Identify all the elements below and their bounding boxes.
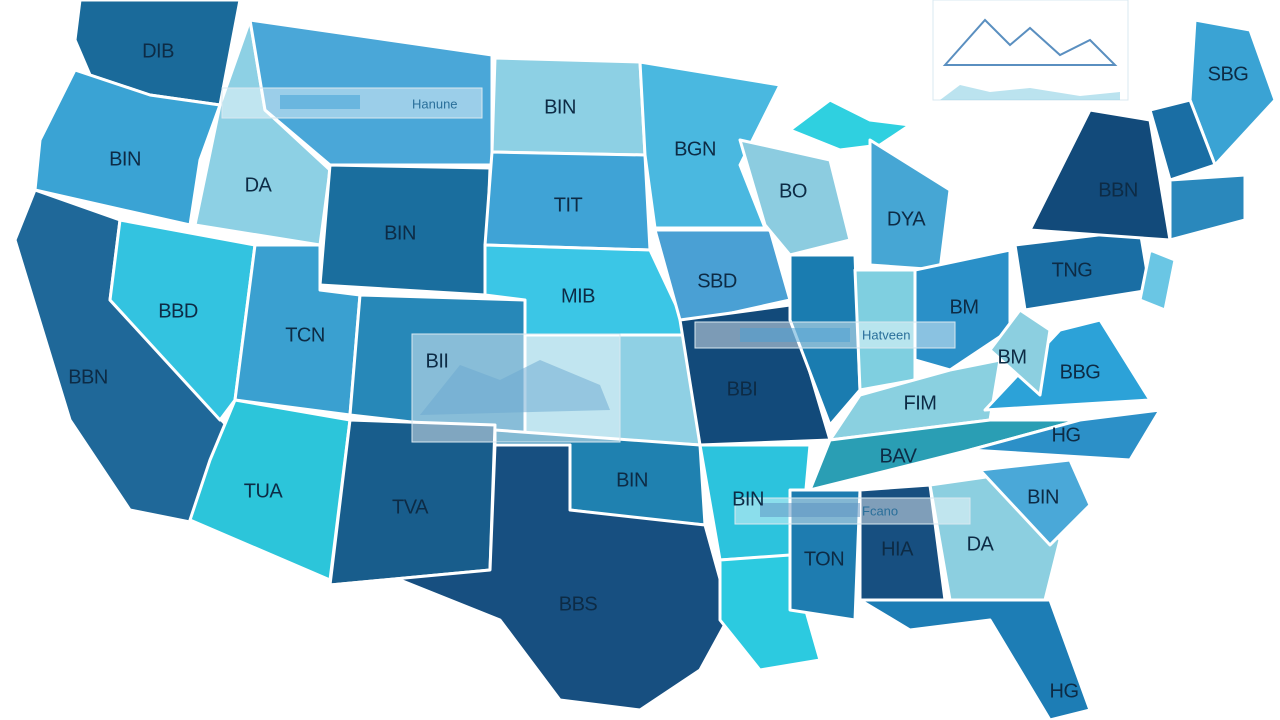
states <box>13 0 1277 720</box>
state <box>1168 173 1247 242</box>
overlay-chart <box>420 360 610 415</box>
state-label: HG <box>1050 680 1079 702</box>
state-label: DYA <box>887 208 926 230</box>
state-label: BBI <box>727 378 758 400</box>
overlay-box <box>932 0 1129 101</box>
state-label: BBD <box>158 300 198 322</box>
state <box>828 358 1002 442</box>
state <box>108 218 257 422</box>
state-label: BBS <box>559 593 598 615</box>
state-label: BBN <box>68 366 108 388</box>
overlay-chart <box>942 18 1118 66</box>
state <box>1138 248 1177 312</box>
state <box>33 68 222 227</box>
state <box>788 488 862 622</box>
state-label: BII <box>426 350 449 372</box>
state <box>858 598 1092 720</box>
state-label: DIB <box>142 40 174 62</box>
state-label: BBN <box>1098 179 1138 201</box>
state-label: BAV <box>879 445 917 467</box>
state-label: BM <box>950 296 979 318</box>
state <box>913 248 1012 372</box>
state-label: HIA <box>881 538 914 560</box>
state-label: TIT <box>554 194 583 216</box>
state <box>328 443 732 712</box>
state <box>738 138 852 257</box>
state-label: DA <box>245 174 273 196</box>
state <box>638 60 782 230</box>
state <box>978 458 1092 547</box>
state <box>968 408 1162 462</box>
state-label: BO <box>779 180 807 202</box>
state-label: BIN <box>1027 486 1059 508</box>
state <box>988 308 1052 397</box>
state-label: BBG <box>1060 361 1101 383</box>
overlay-label: Fcano <box>862 503 898 518</box>
state-labels: DIB BIN DA BIN BGN TIT BIN BBD TCN MIB S… <box>68 40 1249 702</box>
state-label: BIN <box>384 222 416 244</box>
state <box>1188 18 1277 167</box>
state-label: BM <box>998 346 1027 368</box>
state <box>868 138 952 272</box>
state-label: BIN <box>109 148 141 170</box>
state-label: SBD <box>697 270 737 292</box>
overlay-bar <box>280 95 360 109</box>
state-label: BIN <box>544 96 576 118</box>
overlays <box>221 0 1129 525</box>
state-label: HG <box>1052 424 1081 446</box>
state-label: TCN <box>285 324 325 346</box>
state-label: TNG <box>1052 259 1093 281</box>
state <box>788 98 912 152</box>
state-label: TON <box>804 548 844 570</box>
overlay-label: Hatveen <box>862 327 910 342</box>
state-label: MIB <box>561 285 595 307</box>
overlay-labels: Hanune Hatveen Fcano <box>412 96 910 518</box>
state <box>188 398 352 582</box>
state-label: DA <box>967 533 995 555</box>
state-label: BGN <box>674 138 716 160</box>
overlay-label: Hanune <box>412 96 458 111</box>
state-label: SBG <box>1208 63 1249 85</box>
overlay-chart <box>940 85 1120 100</box>
overlay-bar <box>740 328 850 342</box>
state <box>248 18 494 167</box>
state-label: BIN <box>732 488 764 510</box>
state <box>1148 98 1217 182</box>
state-label: FIM <box>904 392 937 414</box>
state-label: TUA <box>244 480 284 502</box>
overlay-bar <box>760 503 860 517</box>
state-label: BIN <box>616 469 648 491</box>
state <box>1028 108 1172 242</box>
state-label: TVA <box>392 496 429 518</box>
